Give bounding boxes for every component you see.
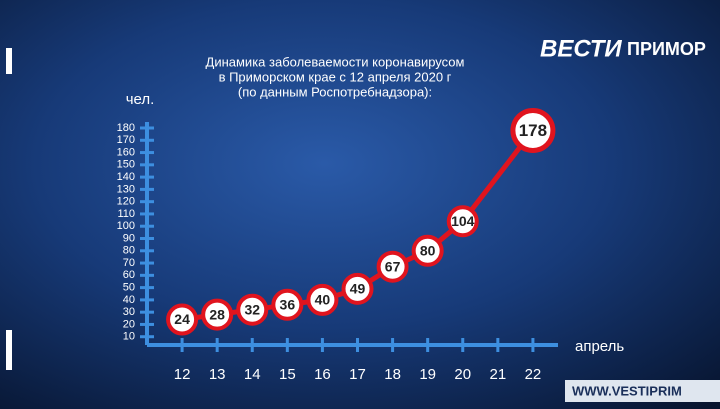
x-tick-label: 12 [174,366,191,383]
x-tick-label: 17 [349,366,366,383]
y-tick-label: 120 [117,196,135,208]
logo-right: ПРИМОР [627,39,706,59]
data-label: 49 [350,281,366,297]
y-tick-label: 140 [117,171,135,183]
x-tick-label: 16 [314,366,331,383]
y-tick-label: 10 [123,331,135,343]
x-axis-label: апрель [575,338,624,355]
data-point [341,272,374,305]
y-tick-label: 60 [123,269,135,281]
chart-title: (по данным Роспотребнадзора): [238,84,432,99]
data-label: 104 [451,213,475,229]
data-line [181,128,535,323]
data-label: 178 [519,121,547,140]
data-label: 36 [280,297,296,313]
x-tick-label: 18 [384,366,401,383]
data-point [411,234,444,267]
y-tick-label: 20 [123,318,135,330]
website-box [565,380,720,402]
data-point [306,283,339,316]
chart-title: Динамика заболеваемости коронавирусом [206,54,465,69]
y-tick-label: 100 [117,220,135,232]
data-point [271,288,304,321]
y-tick-label: 80 [123,245,135,257]
x-tick-label: 13 [209,366,226,383]
logo-left: ВЕСТИ [540,35,622,62]
x-tick-label: 20 [454,366,471,383]
data-point [510,107,556,153]
data-label: 80 [420,242,436,258]
data-label: 28 [209,306,225,322]
y-tick-label: 160 [117,146,135,158]
y-tick-label: 40 [123,294,135,306]
chart-title: в Приморском крае с 12 апреля 2020 г [219,69,452,84]
data-label: 32 [244,301,260,317]
y-tick-label: 50 [123,282,135,294]
y-tick-label: 30 [123,306,135,318]
x-tick-label: 15 [279,366,296,383]
data-label: 24 [174,311,190,327]
data-label: 67 [385,258,401,274]
data-label: 40 [315,292,331,308]
y-tick-label: 90 [123,232,135,244]
data-point [236,293,269,326]
y-tick-label: 70 [123,257,135,269]
data-point [446,205,479,238]
x-tick-label: 22 [525,366,542,383]
website: WWW.VESTIPRIM [572,383,682,398]
y-tick-label: 150 [117,159,135,171]
x-tick-label: 14 [244,366,261,383]
data-point [166,303,199,336]
y-tick-label: 180 [117,122,135,134]
y-tick-label: 130 [117,183,135,195]
data-point [201,298,234,331]
x-tick-label: 21 [489,366,506,383]
y-axis-label: чел. [126,91,155,108]
y-tick-label: 170 [117,134,135,146]
frame-corner [6,330,12,370]
x-tick-label: 19 [419,366,436,383]
y-tick-label: 110 [117,208,135,220]
frame-corner [6,48,12,74]
data-point [376,250,409,283]
